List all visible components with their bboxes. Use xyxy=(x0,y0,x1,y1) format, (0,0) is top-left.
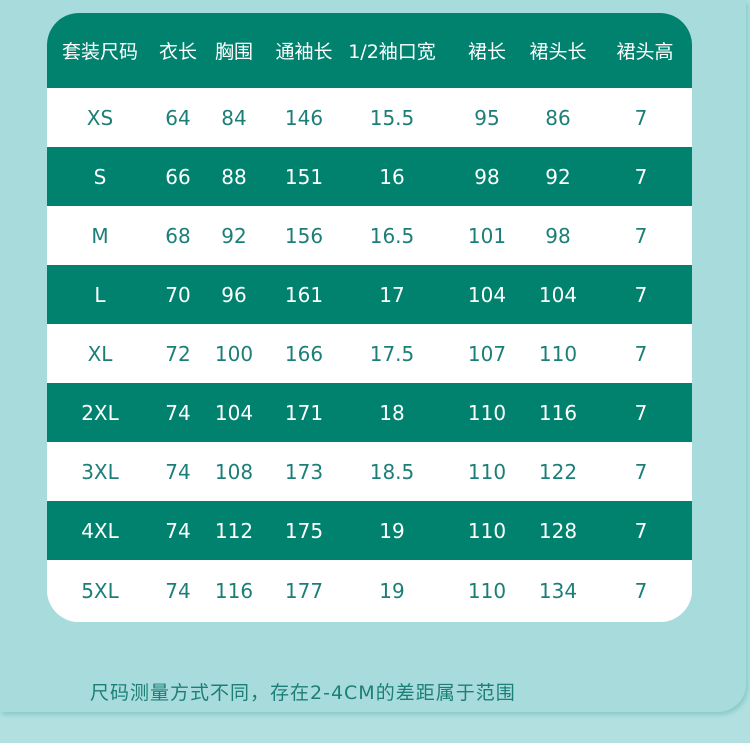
table-cell: 96 xyxy=(221,282,247,307)
table-cell: 107 xyxy=(467,341,507,366)
table-cell: 171 xyxy=(284,400,324,425)
table-cell: 7 xyxy=(634,105,648,130)
table-cell: 5XL xyxy=(81,579,119,603)
table-cell: 17.5 xyxy=(369,341,415,366)
table-row: XS 64 84 146 15.5 95 86 7 xyxy=(47,88,692,147)
table-cell: 98 xyxy=(545,223,571,248)
table-cell: 74 xyxy=(165,518,191,543)
table-cell: 4XL xyxy=(81,518,119,543)
table-cell: 161 xyxy=(284,282,324,307)
table-row: 2XL 74 104 171 18 110 116 7 xyxy=(47,383,692,442)
header-cell: 裙长 xyxy=(467,41,507,63)
table-cell: 177 xyxy=(284,579,324,603)
table-row: 4XL 74 112 175 19 110 128 7 xyxy=(47,501,692,560)
header-cell: 通袖长 xyxy=(275,41,333,63)
table-row: M 68 92 156 16.5 101 98 7 xyxy=(47,206,692,265)
table-cell: 122 xyxy=(538,459,578,484)
table-cell: 151 xyxy=(284,164,324,189)
header-cell: 胸围 xyxy=(214,41,254,63)
table-cell: 166 xyxy=(284,341,324,366)
table-cell: 92 xyxy=(221,223,247,248)
table-cell: 116 xyxy=(538,400,578,425)
table-cell: 74 xyxy=(165,400,191,425)
table-cell: 110 xyxy=(538,341,578,366)
header-row: 套装尺码 衣长 胸围 通袖长 1/2袖口宽 裙长 裙头长 裙头高 xyxy=(47,13,692,88)
table-cell: 92 xyxy=(545,164,571,189)
table-cell: 17 xyxy=(379,282,405,307)
table-cell: 7 xyxy=(634,164,648,189)
table-cell: 128 xyxy=(538,518,578,543)
table-cell: 74 xyxy=(165,459,191,484)
header-cell: 1/2袖口宽 xyxy=(348,41,436,63)
header-cell: 裙头高 xyxy=(616,41,674,63)
table-cell: 7 xyxy=(634,223,648,248)
table-cell: 98 xyxy=(474,164,500,189)
table-cell: M xyxy=(91,223,109,248)
table-cell: 74 xyxy=(165,579,191,603)
table-cell: 3XL xyxy=(81,459,119,484)
table-cell: S xyxy=(93,164,107,189)
table-cell: 116 xyxy=(214,579,254,603)
table-cell: 86 xyxy=(545,105,571,130)
table-cell: 7 xyxy=(634,579,648,603)
table-cell: 108 xyxy=(214,459,254,484)
table-cell: 18 xyxy=(379,400,405,425)
table-cell: 7 xyxy=(634,341,648,366)
table-cell: 95 xyxy=(474,105,500,130)
table-cell: 15.5 xyxy=(369,105,415,130)
table-cell: 110 xyxy=(467,518,507,543)
table-cell: XL xyxy=(87,341,113,366)
table-cell: 72 xyxy=(165,341,191,366)
table-row: L 70 96 161 17 104 104 7 xyxy=(47,265,692,324)
table-cell: 7 xyxy=(634,400,648,425)
table-cell: 104 xyxy=(538,282,578,307)
table-cell: 2XL xyxy=(81,400,119,425)
table-cell: 7 xyxy=(634,282,648,307)
footer-note: 尺码测量方式不同，存在2-4CM的差距属于范围 xyxy=(90,682,516,704)
table-cell: 175 xyxy=(284,518,324,543)
table-cell: XS xyxy=(86,105,114,130)
table-cell: 104 xyxy=(467,282,507,307)
table-row: 3XL 74 108 173 18.5 110 122 7 xyxy=(47,442,692,501)
size-table: 套装尺码 衣长 胸围 通袖长 1/2袖口宽 裙长 裙头长 裙头高 XS 64 84 146 15.5 95… xyxy=(47,13,692,622)
table-cell: 88 xyxy=(221,164,247,189)
header-cell: 套装尺码 xyxy=(61,41,139,63)
table-cell: 84 xyxy=(221,105,247,130)
table-cell: 70 xyxy=(165,282,191,307)
table-row: 5XL 74 116 177 19 110 134 7 xyxy=(47,560,692,622)
table-cell: 100 xyxy=(214,341,254,366)
table-cell: 18.5 xyxy=(369,459,415,484)
table-cell: 110 xyxy=(467,400,507,425)
header-cell: 衣长 xyxy=(158,41,198,63)
table-cell: 68 xyxy=(165,223,191,248)
table-cell: 16 xyxy=(379,164,405,189)
table-cell: 19 xyxy=(379,518,405,543)
table-row: XL 72 100 166 17.5 107 110 7 xyxy=(47,324,692,383)
table-cell: 104 xyxy=(214,400,254,425)
table-cell: 112 xyxy=(214,518,254,543)
table-cell: 7 xyxy=(634,518,648,543)
header-cell: 裙头长 xyxy=(529,41,587,63)
table-cell: 66 xyxy=(165,164,191,189)
table-cell: 134 xyxy=(538,579,578,603)
table-cell: L xyxy=(94,282,106,307)
table-cell: 16.5 xyxy=(369,223,415,248)
table-row: S 66 88 151 16 98 92 7 xyxy=(47,147,692,206)
table-cell: 173 xyxy=(284,459,324,484)
table-cell: 156 xyxy=(284,223,324,248)
table-cell: 64 xyxy=(165,105,191,130)
table-cell: 19 xyxy=(379,579,405,603)
table-cell: 146 xyxy=(284,105,324,130)
table-cell: 110 xyxy=(467,579,507,603)
table-cell: 7 xyxy=(634,459,648,484)
table-cell: 101 xyxy=(467,223,507,248)
table-cell: 110 xyxy=(467,459,507,484)
